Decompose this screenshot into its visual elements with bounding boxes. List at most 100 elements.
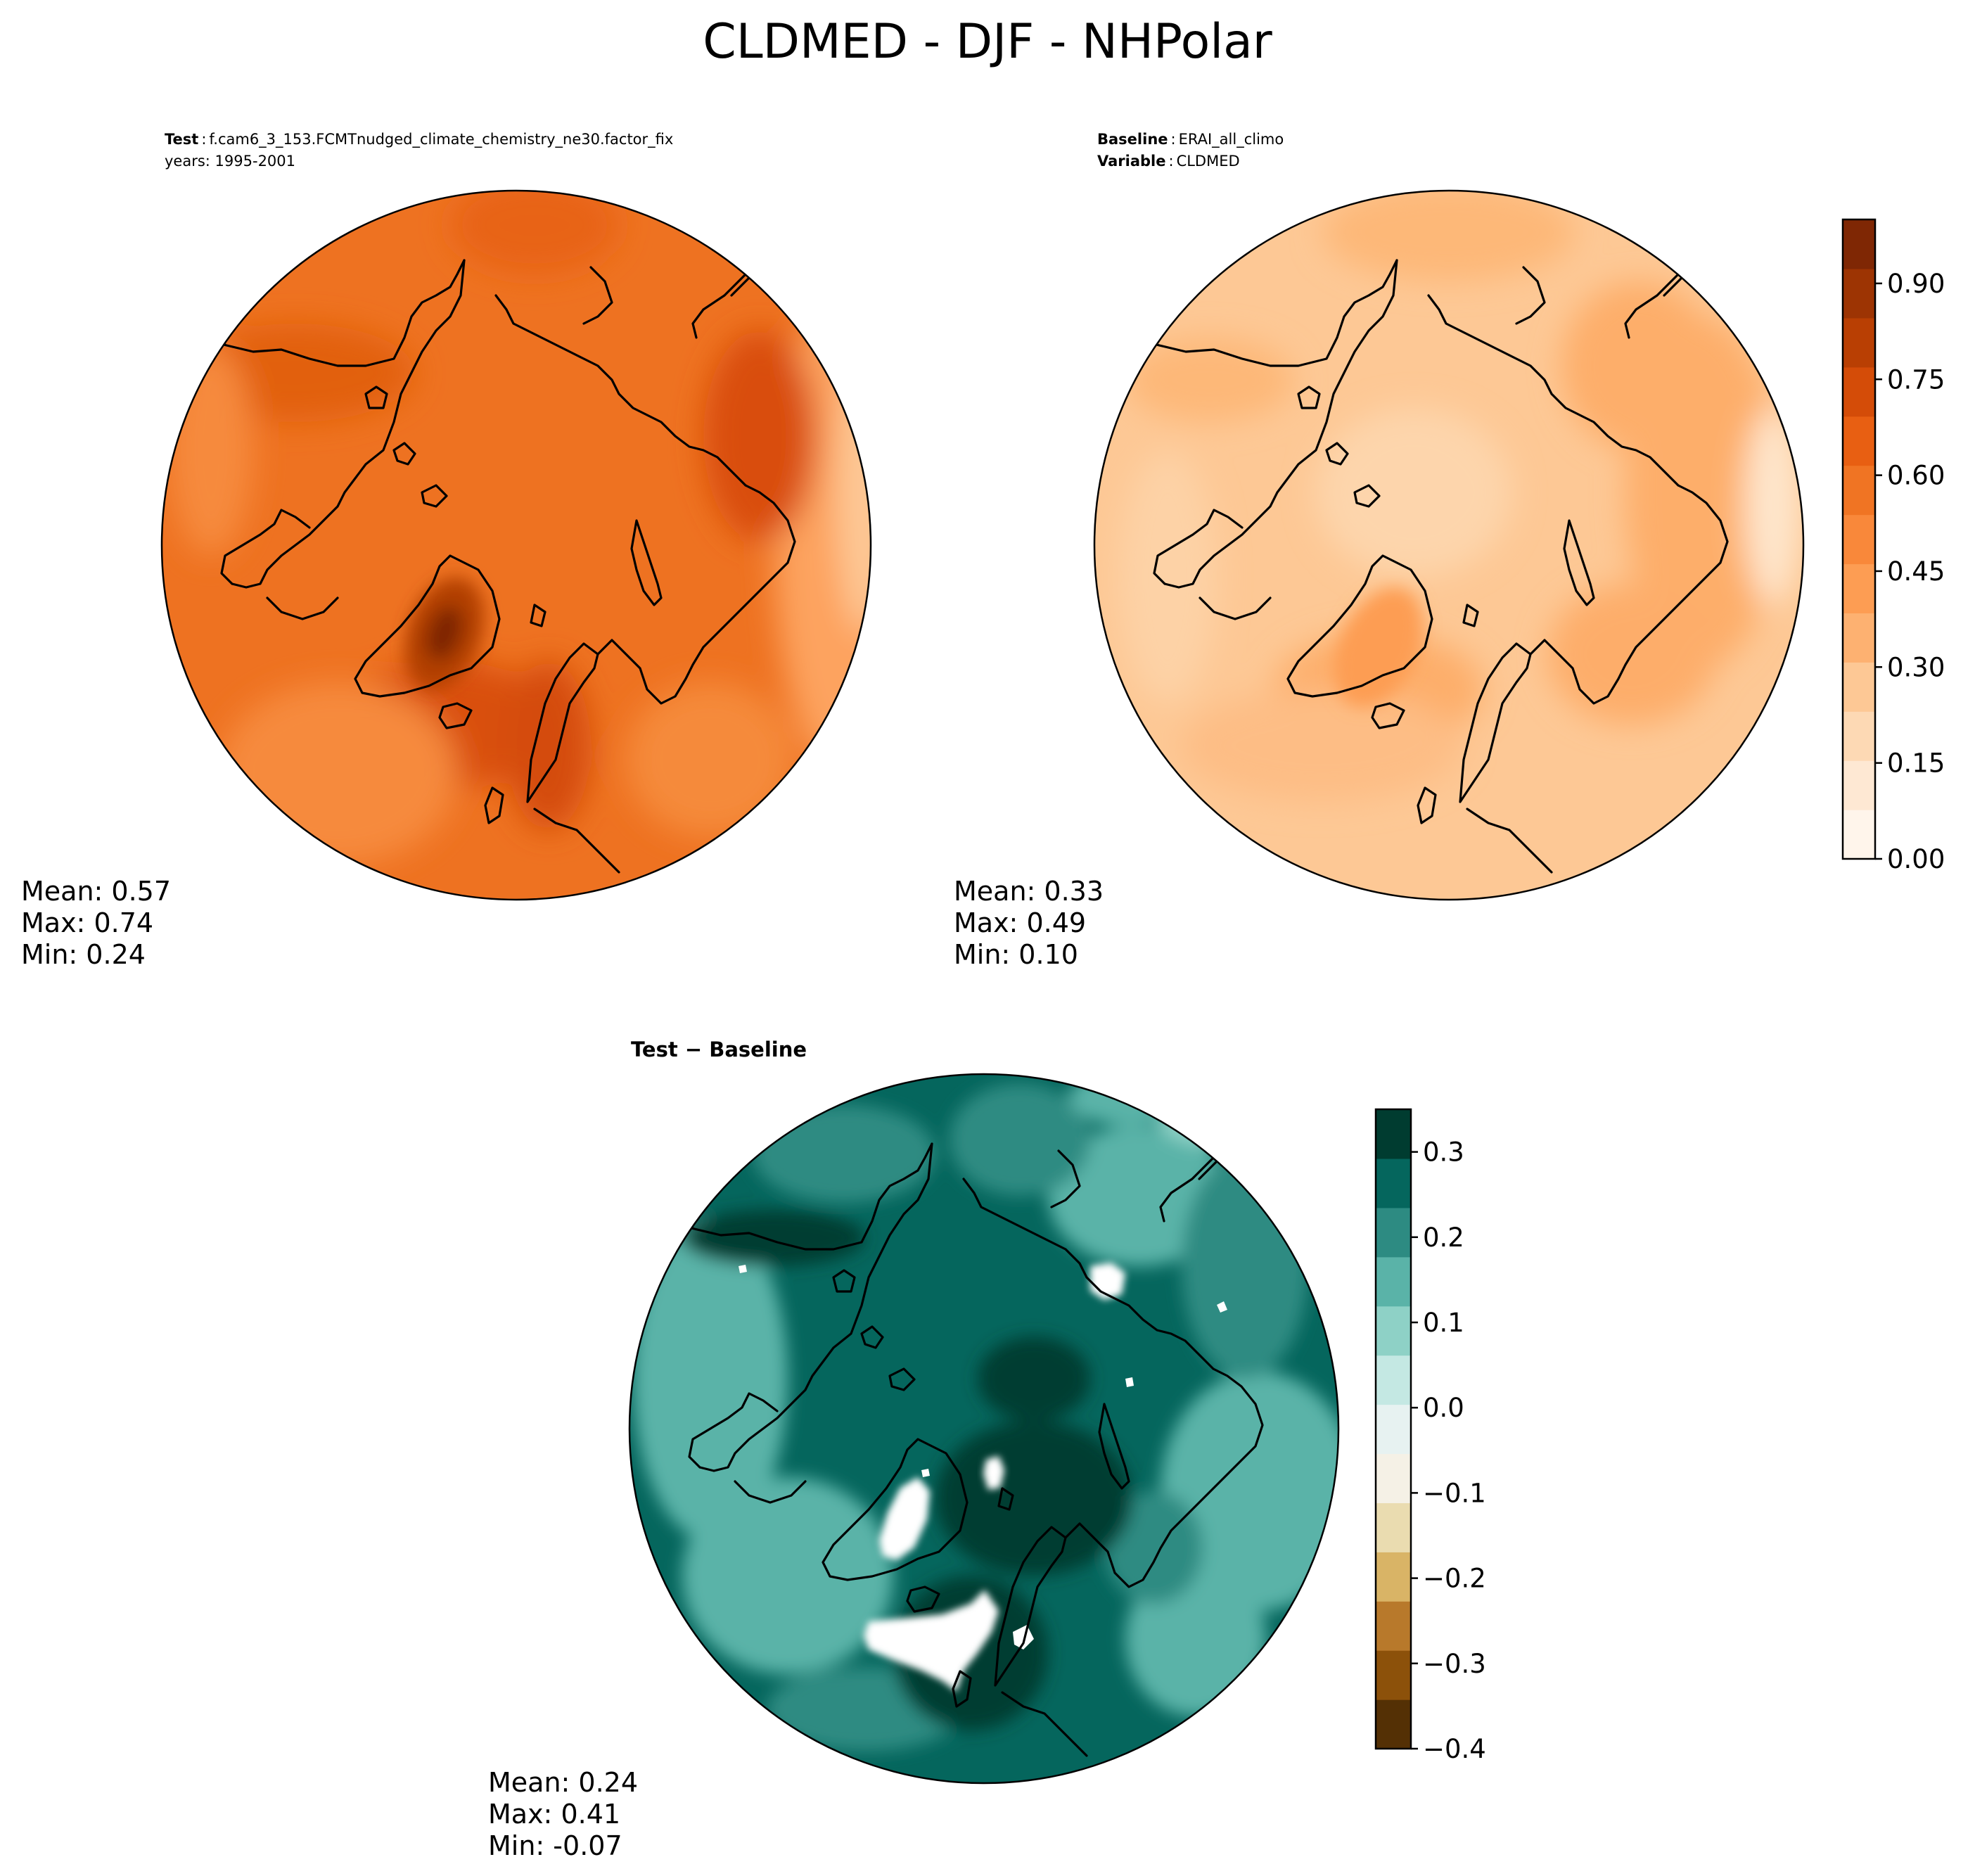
variable-separator: :	[1168, 153, 1173, 170]
difference-colorbar-swatch	[1376, 1404, 1411, 1455]
test-coast-alaska	[196, 336, 226, 346]
difference-mask-greenland	[879, 1477, 930, 1560]
difference-colorbar-swatch	[1376, 1158, 1411, 1208]
difference-colorbar-tick-label: −0.1	[1423, 1478, 1486, 1508]
test-separator: :	[201, 131, 206, 148]
difference-coast-kamchatka	[1050, 1149, 1081, 1208]
test-map-shading	[169, 191, 871, 865]
figure-title: CLDMED - DJF - NHPolar	[703, 14, 1272, 70]
test-coast-greenland	[354, 554, 501, 698]
test-coast-hudson-bay	[220, 509, 311, 585]
difference-mask-small-4	[739, 1265, 747, 1273]
test-coast-canada-archipelago	[231, 259, 466, 589]
baseline-coast-islands-2	[1325, 442, 1349, 466]
difference-colorbar-swatch	[1376, 1256, 1411, 1307]
baseline-case-name: ERAI_all_climo	[1179, 131, 1284, 148]
baseline-colorbar-tick-label: 0.90	[1887, 269, 1945, 299]
difference-panel: Test − Baseline	[488, 1038, 1486, 1861]
test-coast-iceland	[438, 702, 473, 729]
test-case-name: f.cam6_3_153.FCMTnudged_climate_chemistr…	[209, 131, 673, 148]
difference-colorbar-swatch	[1376, 1109, 1411, 1159]
baseline-coast-greenland	[1286, 554, 1433, 698]
difference-colorbar-tick-label: 0.3	[1423, 1137, 1464, 1168]
baseline-colorbar-tick-label: 0.00	[1887, 844, 1945, 874]
baseline-colorbar-frame	[1841, 218, 1877, 860]
difference-coast-labrador	[734, 1480, 807, 1504]
difference-mask-small-1	[1217, 1301, 1227, 1313]
baseline-coast-hudson-bay	[1153, 509, 1244, 585]
baseline-colorbar-tick-label: 0.45	[1887, 556, 1945, 587]
baseline-colorbar-swatch	[1843, 760, 1875, 810]
difference-colorbar-swatch	[1376, 1355, 1411, 1405]
difference-colorbar-swatch	[1376, 1650, 1411, 1700]
difference-colorbar-swatch	[1376, 1699, 1411, 1749]
baseline-colorbar-swatch	[1843, 268, 1875, 319]
baseline-header-line2: Variable: CLDMED	[1097, 153, 1240, 170]
baseline-coast-alaska	[1128, 336, 1159, 346]
difference-coast-hudson-bay	[688, 1392, 779, 1469]
test-coast-eurasia-north	[596, 484, 796, 705]
difference-mask-small-2	[1125, 1377, 1134, 1387]
test-years: years: 1995-2001	[165, 153, 295, 170]
baseline-header-line1: Baseline: ERAI_all_climo	[1097, 131, 1284, 148]
difference-map	[629, 1074, 1338, 1783]
difference-stat-max: Max: 0.41	[488, 1799, 620, 1830]
test-coast-north-america	[222, 259, 466, 367]
difference-coast-iceland	[906, 1585, 940, 1613]
baseline-coast-labrador	[1199, 596, 1272, 620]
baseline-coast-novaya-zemlya	[1563, 519, 1595, 606]
test-coast-islands-1	[364, 385, 388, 409]
difference-map-masked-regions	[739, 1263, 1227, 1692]
difference-coast-greenland	[822, 1438, 969, 1581]
difference-mask-atlantic	[864, 1590, 999, 1692]
baseline-colorbar-swatch	[1843, 366, 1875, 417]
variable-label: Variable	[1097, 153, 1165, 170]
difference-coast-islands-1	[832, 1269, 856, 1293]
difference-stat-min: Min: -0.07	[488, 1830, 622, 1861]
baseline-map-greenland-band	[1334, 587, 1423, 707]
difference-coast-eurasia-north	[1064, 1367, 1264, 1588]
difference-coast-islands-2	[860, 1325, 884, 1349]
difference-mask-arctic	[983, 1456, 1004, 1490]
baseline-colorbar-tick-label: 0.60	[1887, 461, 1945, 491]
test-stat-mean: Mean: 0.57	[21, 876, 171, 907]
difference-colorbar-frame	[1374, 1108, 1412, 1750]
baseline-colorbar-swatch	[1843, 711, 1875, 761]
test-coast-islands-4	[530, 604, 547, 627]
difference-coast-chukotka	[1159, 1149, 1222, 1223]
baseline-label: Baseline	[1097, 131, 1168, 148]
baseline-stat-max: Max: 0.49	[954, 907, 1086, 938]
difference-map-border	[628, 1073, 1340, 1785]
baseline-coast-siberia	[1427, 294, 1680, 487]
baseline-colorbar-swatch	[1843, 810, 1875, 860]
baseline-panel: Baseline: ERAI_all_climo Variable: CLDMED	[954, 131, 1945, 970]
baseline-separator: :	[1171, 131, 1176, 148]
difference-colorbar: −0.4 −0.3 −0.2 −0.1 0.0 0.1 0.2 0.3	[1374, 1108, 1486, 1764]
test-stat-min: Min: 0.24	[21, 939, 146, 970]
baseline-coast-north-america	[1155, 259, 1398, 367]
baseline-colorbar-swatch	[1843, 514, 1875, 565]
difference-colorbar-tick-label: −0.2	[1423, 1564, 1486, 1594]
difference-colorbar-tick-label: −0.4	[1423, 1734, 1486, 1764]
baseline-coastlines	[1128, 238, 1729, 874]
test-coast-siberia	[494, 294, 747, 487]
test-coast-kamchatka	[582, 266, 613, 325]
test-coast-uk	[484, 786, 504, 824]
difference-colorbar-tick-label: 0.1	[1423, 1308, 1464, 1338]
difference-coast-uk	[952, 1670, 972, 1708]
baseline-coast-chukotka	[1624, 266, 1687, 339]
baseline-colorbar-swatch	[1843, 465, 1875, 516]
difference-coast-siberia	[962, 1178, 1215, 1370]
difference-coast-novaya-zemlya	[1098, 1403, 1130, 1490]
test-coast-islands-3	[421, 484, 448, 508]
baseline-colorbar-swatch	[1843, 416, 1875, 466]
baseline-coast-uk	[1417, 786, 1437, 824]
baseline-coast-kamchatka	[1515, 266, 1546, 325]
difference-coast-europe	[1001, 1691, 1088, 1757]
test-panel: Test: f.cam6_3_153.FCMTnudged_climate_che…	[21, 131, 872, 970]
difference-stat-mean: Mean: 0.24	[488, 1767, 638, 1798]
difference-colorbar-swatch	[1376, 1207, 1411, 1258]
baseline-map-border	[1093, 189, 1805, 901]
difference-mask-scandinavia	[1013, 1625, 1034, 1650]
difference-colorbar-tick-label: −0.3	[1423, 1649, 1486, 1679]
